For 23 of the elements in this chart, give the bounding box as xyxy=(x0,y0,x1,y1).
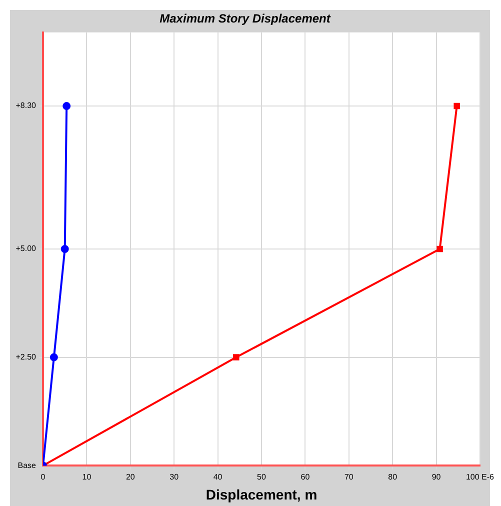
y-tick-label: +8.30 xyxy=(16,101,37,110)
x-tick-label: 90 xyxy=(432,472,442,482)
point xyxy=(233,354,240,360)
x-tick-label: 30 xyxy=(170,472,180,482)
x-tick-label: 0 xyxy=(40,472,46,482)
x-tick-label: 50 xyxy=(257,472,266,482)
point xyxy=(436,246,443,252)
x-tick-label: 100 E-6 xyxy=(466,472,495,482)
x-axis-title: Displacement, m xyxy=(206,486,318,502)
x-tick-label: 20 xyxy=(126,472,136,482)
y-tick-label: +2.50 xyxy=(16,352,37,362)
chart-title: Maximum Story Displacement xyxy=(160,12,332,26)
point xyxy=(62,102,71,110)
x-tick-label: 10 xyxy=(82,472,92,482)
x-tick-label: 40 xyxy=(213,472,223,482)
y-tick-label: Base xyxy=(18,460,37,470)
x-tick-label: 80 xyxy=(388,472,398,482)
point xyxy=(60,245,69,253)
point xyxy=(50,353,58,362)
x-tick-label: 70 xyxy=(344,472,354,482)
point xyxy=(454,102,460,110)
x-tick-label: 60 xyxy=(300,472,310,482)
y-tick-label: +5.00 xyxy=(16,244,37,254)
